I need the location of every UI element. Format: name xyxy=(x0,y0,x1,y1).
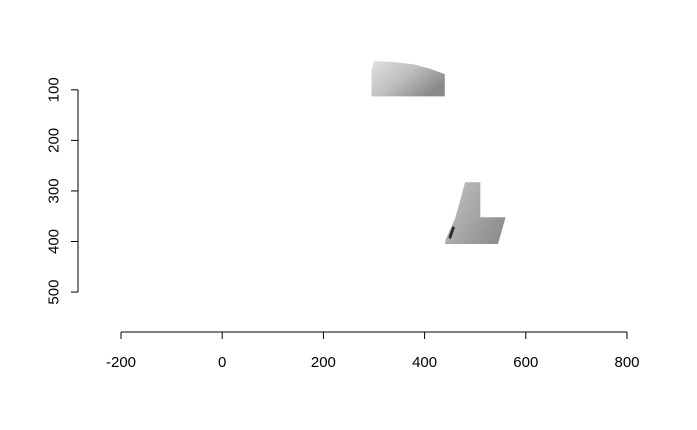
x-tick-label: 400 xyxy=(412,354,437,371)
x-tick-label: -200 xyxy=(106,354,136,371)
dark-speck xyxy=(448,226,455,239)
y-tick-label: 100 xyxy=(46,77,63,102)
lower-patch xyxy=(444,182,506,244)
x-tick-label: 200 xyxy=(311,354,336,371)
y-tick-label: 500 xyxy=(46,280,63,305)
y-axis: 100 200 300 400 500 xyxy=(46,77,79,305)
y-tick-label: 300 xyxy=(46,178,63,203)
x-tick-label: 800 xyxy=(614,354,639,371)
y-tick-label: 200 xyxy=(46,128,63,153)
x-tick-label: 600 xyxy=(513,354,538,371)
y-tick-label: 400 xyxy=(46,229,63,254)
x-axis: -200 0 200 400 600 800 xyxy=(106,331,640,371)
upper-patch xyxy=(371,61,445,97)
x-tick-label: 0 xyxy=(218,354,226,371)
image-layer xyxy=(371,61,506,244)
